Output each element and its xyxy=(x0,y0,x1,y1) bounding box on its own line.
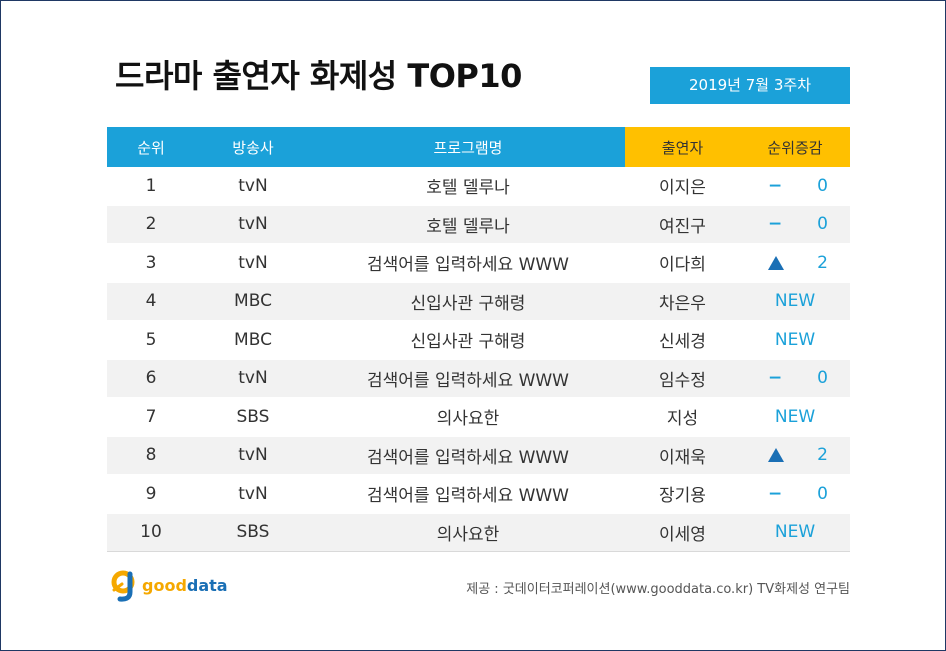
new-badge: NEW xyxy=(774,329,816,350)
cell-broadcaster: tvN xyxy=(195,243,311,283)
cell-change: −0 xyxy=(740,359,850,398)
table-header-row: 순위 방송사 프로그램명 출연자 순위증감 xyxy=(107,127,850,167)
cell-rank: 3 xyxy=(107,243,195,283)
cell-program: 신입사관 구해령 xyxy=(311,282,625,321)
cell-broadcaster: tvN xyxy=(195,474,311,514)
table-body: 1 tvN 호텔 델루나 이지은 −0 2 tvN 호텔 델루나 여진구 −0 3 tvN 검색어를 입… xyxy=(107,167,850,552)
cell-rank: 8 xyxy=(107,436,195,475)
change-value: 0 xyxy=(817,483,828,504)
ranking-table: 순위 방송사 프로그램명 출연자 순위증감 1 tvN 호텔 델루나 이지은 −0 2 tv… xyxy=(107,127,850,552)
cell-cast: 이지은 xyxy=(625,167,740,206)
cell-program: 검색어를 입력하세요 WWW xyxy=(311,436,625,475)
table-row: 4 MBC 신입사관 구해령 차은우 NEW xyxy=(107,282,850,321)
table-row: 1 tvN 호텔 델루나 이지은 −0 xyxy=(107,167,850,206)
cell-change: −0 xyxy=(740,474,850,514)
cell-program: 호텔 델루나 xyxy=(311,205,625,244)
table-row: 8 tvN 검색어를 입력하세요 WWW 이재욱 2 xyxy=(107,436,850,475)
cell-cast: 이재욱 xyxy=(625,436,740,475)
cell-program: 검색어를 입력하세요 WWW xyxy=(311,474,625,514)
cell-rank: 4 xyxy=(107,282,195,321)
header-rank: 순위 xyxy=(107,127,195,167)
change-wrap: −0 xyxy=(740,176,850,196)
logo-text: gooddata xyxy=(142,576,228,595)
cell-rank: 9 xyxy=(107,474,195,514)
cell-cast: 이세영 xyxy=(625,513,740,552)
cell-change: −0 xyxy=(740,205,850,244)
header-cast: 출연자 xyxy=(625,127,740,167)
cell-change: 2 xyxy=(740,243,850,283)
cell-program: 의사요한 xyxy=(311,397,625,437)
table-row: 9 tvN 검색어를 입력하세요 WWW 장기용 −0 xyxy=(107,474,850,514)
table-row: 6 tvN 검색어를 입력하세요 WWW 임수정 −0 xyxy=(107,359,850,398)
no-change-dash: − xyxy=(768,368,783,389)
cell-broadcaster: SBS xyxy=(195,397,311,437)
cell-broadcaster: tvN xyxy=(195,359,311,398)
change-value: 2 xyxy=(817,445,828,466)
cell-program: 의사요한 xyxy=(311,513,625,552)
cell-cast: 차은우 xyxy=(625,282,740,321)
gooddata-logo: gooddata xyxy=(108,568,228,602)
change-wrap: 2 xyxy=(740,445,850,465)
cell-broadcaster: tvN xyxy=(195,205,311,244)
no-change-dash: − xyxy=(768,175,783,196)
cell-cast: 신세경 xyxy=(625,320,740,360)
cell-rank: 5 xyxy=(107,320,195,360)
cell-program: 검색어를 입력하세요 WWW xyxy=(311,243,625,283)
header-program: 프로그램명 xyxy=(311,127,625,167)
change-value: 2 xyxy=(817,252,828,273)
no-change-dash: − xyxy=(768,214,783,235)
table-row: 10 SBS 의사요한 이세영 NEW xyxy=(107,513,850,552)
triangle-up-icon xyxy=(768,255,784,270)
cell-cast: 임수정 xyxy=(625,359,740,398)
cell-change: NEW xyxy=(740,397,850,437)
change-value: 0 xyxy=(817,368,828,389)
cell-broadcaster: tvN xyxy=(195,436,311,475)
source-credit: 제공 : 굿데이터코퍼레이션(www.gooddata.co.kr) TV화제성… xyxy=(466,582,850,597)
cell-cast: 이다희 xyxy=(625,243,740,283)
gooddata-logo-icon xyxy=(111,570,135,602)
change-value: 0 xyxy=(817,214,828,235)
cell-rank: 7 xyxy=(107,397,195,437)
cell-broadcaster: SBS xyxy=(195,513,311,552)
cell-rank: 2 xyxy=(107,205,195,244)
header-broadcaster: 방송사 xyxy=(195,127,311,167)
logo-text-good: good xyxy=(142,575,187,595)
cell-broadcaster: MBC xyxy=(195,282,311,321)
cell-change: NEW xyxy=(740,282,850,321)
triangle-up-icon xyxy=(768,448,784,463)
table-row: 5 MBC 신입사관 구해령 신세경 NEW xyxy=(107,320,850,360)
cell-cast: 여진구 xyxy=(625,205,740,244)
change-wrap: −0 xyxy=(740,214,850,234)
cell-rank: 1 xyxy=(107,167,195,206)
cell-cast: 지성 xyxy=(625,397,740,437)
change-wrap: 2 xyxy=(740,253,850,273)
cell-change: −0 xyxy=(740,167,850,206)
change-value: 0 xyxy=(817,175,828,196)
cell-rank: 6 xyxy=(107,359,195,398)
logo-text-data: data xyxy=(186,575,228,595)
new-badge: NEW xyxy=(774,406,816,427)
cell-change: NEW xyxy=(740,513,850,552)
table-row: 7 SBS 의사요한 지성 NEW xyxy=(107,397,850,437)
table-row: 3 tvN 검색어를 입력하세요 WWW 이다희 2 xyxy=(107,243,850,283)
cell-program: 호텔 델루나 xyxy=(311,167,625,206)
cell-program: 검색어를 입력하세요 WWW xyxy=(311,359,625,398)
cell-cast: 장기용 xyxy=(625,474,740,514)
week-badge: 2019년 7월 3주차 xyxy=(650,67,850,104)
cell-broadcaster: tvN xyxy=(195,167,311,206)
new-badge: NEW xyxy=(774,291,816,312)
change-wrap: −0 xyxy=(740,484,850,504)
page-title: 드라마 출연자 화제성 TOP10 xyxy=(115,57,522,95)
cell-change: 2 xyxy=(740,436,850,475)
no-change-dash: − xyxy=(768,483,783,504)
table-row: 2 tvN 호텔 델루나 여진구 −0 xyxy=(107,205,850,244)
change-wrap: −0 xyxy=(740,368,850,388)
cell-broadcaster: MBC xyxy=(195,320,311,360)
cell-change: NEW xyxy=(740,320,850,360)
cell-rank: 10 xyxy=(107,513,195,552)
header-change: 순위증감 xyxy=(740,127,850,167)
new-badge: NEW xyxy=(774,522,816,543)
cell-program: 신입사관 구해령 xyxy=(311,320,625,360)
